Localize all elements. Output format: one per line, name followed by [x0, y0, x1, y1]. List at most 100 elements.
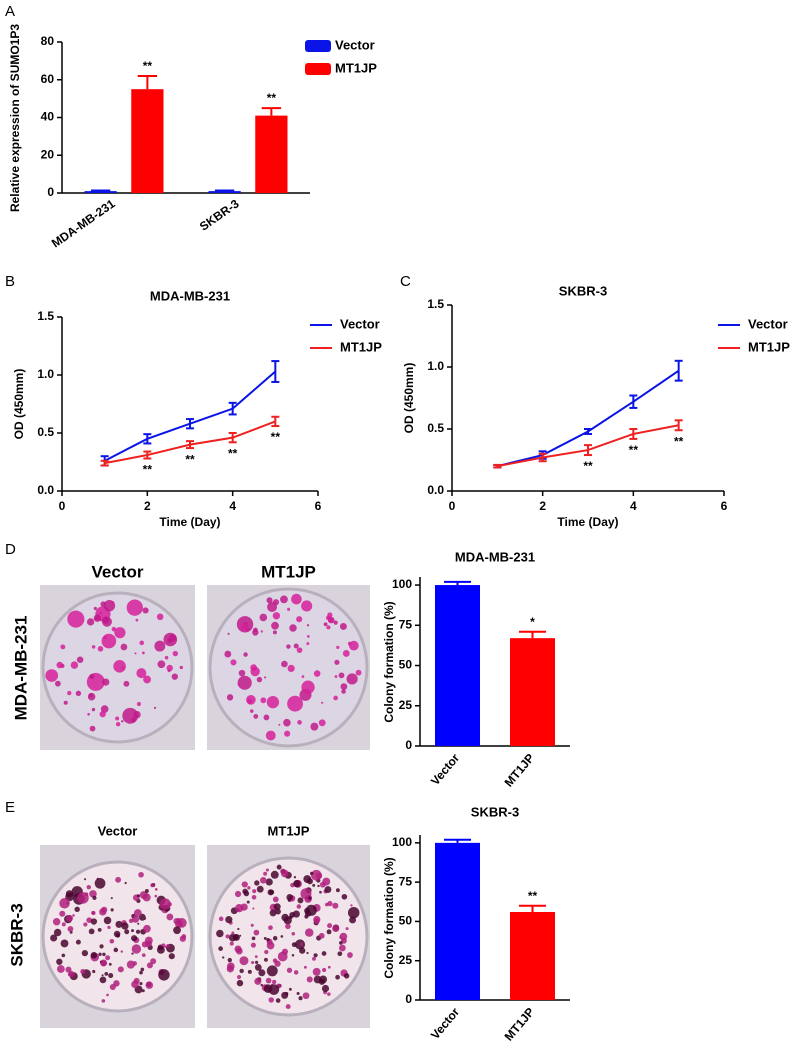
colony — [240, 623, 249, 631]
colony — [252, 889, 257, 894]
colony — [335, 974, 340, 980]
colony — [266, 965, 278, 977]
colony — [172, 650, 179, 657]
y-tick-label: 0.5 — [427, 421, 444, 435]
colony — [224, 650, 232, 658]
colony — [276, 864, 282, 870]
y-tick-label: 100 — [392, 835, 412, 849]
colony — [72, 914, 75, 917]
colony — [321, 984, 330, 993]
colony — [113, 930, 121, 938]
colony — [104, 972, 109, 976]
x-tick-label: MT1JP — [502, 751, 538, 790]
colony — [266, 941, 275, 950]
y-tick-label: 50 — [399, 658, 413, 672]
colony — [67, 925, 74, 932]
colony — [120, 643, 128, 651]
colony — [273, 903, 281, 911]
colony — [150, 883, 155, 888]
y-axis-label: OD (450mm) — [12, 369, 26, 440]
colony — [263, 984, 273, 993]
bar — [435, 585, 480, 746]
colony — [61, 922, 66, 927]
colony — [103, 916, 112, 925]
colony — [124, 929, 130, 935]
colony — [105, 955, 111, 961]
colony — [342, 650, 350, 657]
colony — [138, 871, 144, 878]
legend-label: Vector — [335, 37, 375, 52]
colony — [291, 932, 296, 936]
bar — [510, 638, 555, 746]
colony — [131, 980, 139, 989]
colony — [322, 967, 327, 973]
colony — [113, 947, 119, 953]
colony — [313, 953, 318, 958]
x-tick-label: 2 — [539, 499, 546, 513]
colony — [164, 655, 169, 660]
colony — [141, 989, 145, 993]
y-tick-label: 25 — [399, 698, 413, 712]
colony — [289, 912, 295, 918]
colony — [287, 607, 291, 611]
colony — [267, 889, 274, 896]
colony — [113, 980, 120, 987]
significance: ** — [185, 452, 195, 466]
colony — [327, 965, 331, 969]
colony — [158, 969, 170, 981]
colony — [306, 976, 313, 983]
colony — [285, 1004, 291, 1010]
colony — [101, 633, 117, 649]
colony — [265, 730, 276, 741]
colony — [312, 883, 316, 887]
colony — [45, 669, 59, 682]
colony — [111, 626, 117, 632]
colony — [327, 612, 333, 618]
significance: ** — [674, 434, 684, 448]
colony — [291, 953, 295, 957]
colony — [90, 951, 98, 959]
chart-title: MDA-MB-231 — [150, 288, 230, 303]
colony — [229, 941, 234, 946]
x-tick-label: 2 — [144, 499, 151, 513]
colony — [86, 917, 93, 924]
colony — [135, 618, 139, 622]
column-label: Vector — [92, 562, 144, 581]
colony — [260, 630, 263, 633]
significance: ** — [583, 459, 593, 473]
colony — [252, 907, 255, 910]
colony — [336, 645, 340, 649]
colony — [61, 953, 66, 958]
colony — [226, 965, 234, 973]
colony — [91, 707, 96, 712]
colony — [83, 922, 88, 927]
colony — [266, 597, 273, 604]
colony — [52, 917, 61, 926]
colony — [110, 908, 114, 912]
colony — [76, 656, 84, 663]
y-tick-label: 75 — [399, 874, 413, 888]
colony — [227, 632, 230, 635]
colony — [253, 714, 259, 719]
legend-label: MT1JP — [340, 339, 382, 354]
colony — [296, 904, 302, 909]
colony — [173, 918, 180, 925]
colony — [117, 966, 124, 973]
y-tick-label: 0.5 — [37, 425, 54, 439]
y-tick-label: 1.5 — [37, 309, 54, 323]
colony — [137, 894, 140, 898]
colony — [271, 979, 277, 985]
x-tick-label: 0 — [449, 499, 456, 513]
colony — [50, 934, 58, 942]
colony — [153, 706, 157, 709]
x-tick-label: SKBR-3 — [197, 196, 242, 233]
colony — [173, 926, 181, 935]
colony — [254, 977, 262, 985]
colony — [108, 962, 112, 966]
colony — [286, 894, 293, 901]
colony — [99, 944, 104, 949]
colony — [260, 877, 267, 884]
colony — [101, 999, 106, 1003]
colony — [63, 700, 68, 705]
colony — [287, 695, 303, 712]
